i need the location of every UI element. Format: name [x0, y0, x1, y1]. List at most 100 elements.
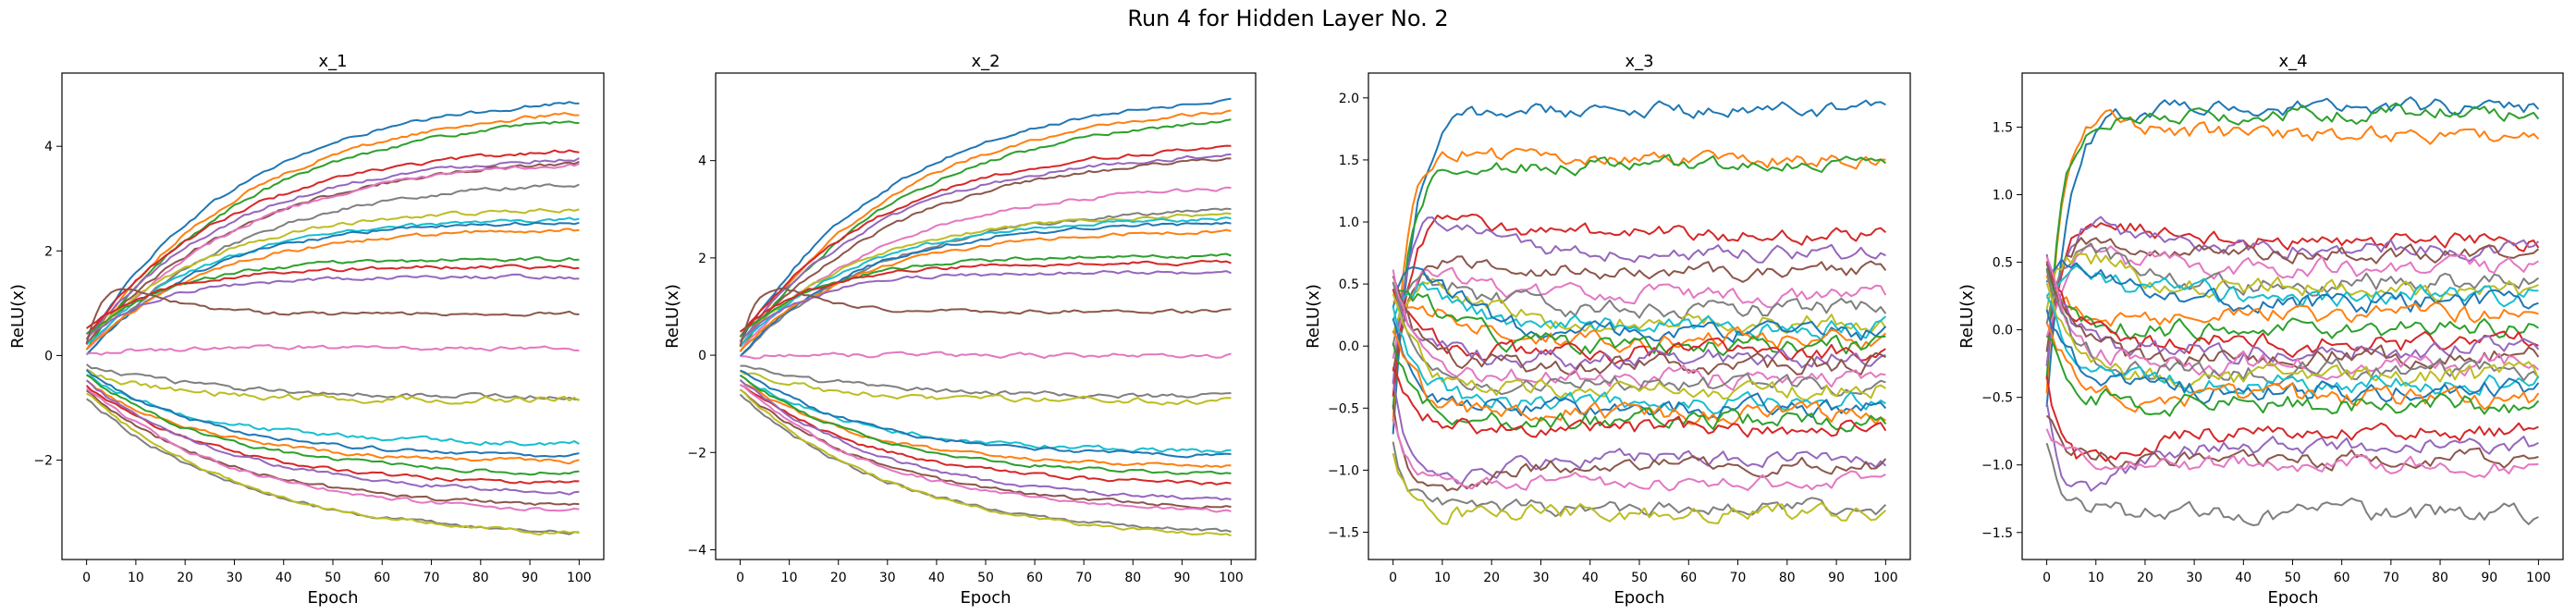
series-line [86, 392, 580, 536]
y-tick-label: 0.5 [1993, 256, 2013, 271]
series-line [739, 375, 1232, 454]
y-tick-label: −1.0 [1981, 459, 2013, 474]
x-tick-label: 100 [1873, 571, 1898, 585]
subplot-title: x_4 [2278, 52, 2307, 71]
x-tick-label: 0 [1389, 571, 1397, 585]
series-line [739, 228, 1232, 352]
series-line [1392, 342, 1887, 433]
y-tick-label: 0.0 [1993, 324, 2013, 338]
series-line [740, 384, 1232, 513]
series-line [1392, 416, 1886, 492]
series-line [2045, 275, 2539, 327]
y-tick-label: −0.5 [1328, 401, 1359, 416]
x-tick-label: 20 [1483, 571, 1500, 585]
x-axis-label: Epoch [2267, 588, 2318, 608]
series-line [1392, 441, 1887, 518]
x-tick-label: 70 [2383, 571, 2399, 585]
series-line [1392, 266, 1887, 359]
series-line [739, 379, 1232, 469]
y-tick-label: −1.5 [1981, 526, 2013, 541]
series-line [2045, 264, 2539, 308]
series-line [2045, 335, 2540, 417]
series-line [85, 288, 580, 345]
series-line [1392, 216, 1886, 385]
series-line [2045, 263, 2540, 370]
series-group [85, 101, 580, 536]
y-tick-label: −2 [687, 446, 706, 461]
series-line [739, 287, 1232, 347]
x-tick-label: 30 [227, 571, 243, 585]
y-axis-label: ReLU(x) [1957, 284, 1977, 349]
x-tick-label: 30 [1533, 571, 1550, 585]
series-line [2045, 222, 2540, 366]
series-line [85, 208, 580, 340]
x-tick-label: 90 [2481, 571, 2497, 585]
series-line [739, 270, 1232, 342]
x-tick-label: 90 [1828, 571, 1845, 585]
series-line [739, 216, 1232, 348]
series-line [740, 384, 1232, 486]
series-line [1392, 366, 1887, 438]
x-tick-label: 80 [1124, 571, 1141, 585]
x-tick-label: 0 [82, 571, 91, 585]
series-line [2045, 375, 2539, 462]
series-line [1392, 330, 1886, 426]
series-line [1392, 282, 1887, 341]
subplot-title: x_1 [318, 52, 347, 71]
series-line [739, 118, 1232, 352]
subplot-title: x_2 [971, 52, 1000, 71]
series-line [85, 149, 580, 335]
series-line [1392, 147, 1886, 422]
series-line [2045, 401, 2539, 492]
y-tick-label: 1.5 [1339, 154, 1359, 168]
series-group [739, 97, 1232, 537]
series-line [739, 252, 1232, 338]
x-tick-label: 70 [423, 571, 440, 585]
x-tick-label: 10 [128, 571, 144, 585]
x-tick-label: 60 [2334, 571, 2350, 585]
series-line [1392, 276, 1886, 376]
x-tick-label: 50 [2285, 571, 2301, 585]
y-tick-label: 2.0 [1339, 92, 1359, 106]
x-tick-label: 0 [736, 571, 744, 585]
x-tick-label: 40 [2235, 571, 2251, 585]
x-tick-label: 10 [1434, 571, 1451, 585]
y-tick-label: 0 [698, 349, 706, 363]
series-line [85, 163, 580, 351]
series-line [86, 344, 580, 356]
y-axis-label: ReLU(x) [8, 284, 28, 349]
series-line [85, 363, 580, 401]
x-axis-label: Epoch [1613, 588, 1664, 608]
subplot-x2: x_2 Epoch ReLU(x) 0 10 20 30 40 50 60 70 80 90 100… [663, 52, 1257, 608]
series-line [739, 186, 1232, 352]
y-tick-label: −2 [33, 454, 53, 469]
x-tick-label: 100 [1219, 571, 1244, 585]
x-tick-label: 50 [325, 571, 341, 585]
series-group [2045, 96, 2540, 526]
subplot-x4: x_4 Epoch ReLU(x) 0 10 20 30 40 50 60 70 80 90 100… [1957, 52, 2564, 608]
series-line [85, 379, 580, 465]
series-line [739, 370, 1232, 406]
x-tick-label: 100 [2526, 571, 2551, 585]
series-line [740, 364, 1232, 400]
series-line [2045, 414, 2539, 472]
x-tick-label: 10 [781, 571, 798, 585]
series-line [1392, 277, 1887, 335]
series-line [2045, 102, 2540, 380]
series-line [739, 109, 1232, 348]
series-line [1392, 289, 1886, 357]
x-tick-label: 20 [177, 571, 193, 585]
subplot-x3: x_3 Epoch ReLU(x) 0 10 20 30 40 50 60 70 80 90 100… [1304, 52, 1911, 608]
series-line [1392, 154, 1886, 410]
y-tick-label: −0.5 [1981, 391, 2013, 406]
series-line [2045, 322, 2540, 413]
series-line [1392, 452, 1887, 525]
series-line [739, 259, 1232, 333]
series-line [739, 388, 1232, 510]
series-line [1392, 282, 1886, 370]
series-line [85, 183, 580, 356]
y-tick-label: −1.5 [1328, 525, 1359, 540]
series-line [739, 144, 1232, 338]
series-line [1392, 293, 1886, 401]
